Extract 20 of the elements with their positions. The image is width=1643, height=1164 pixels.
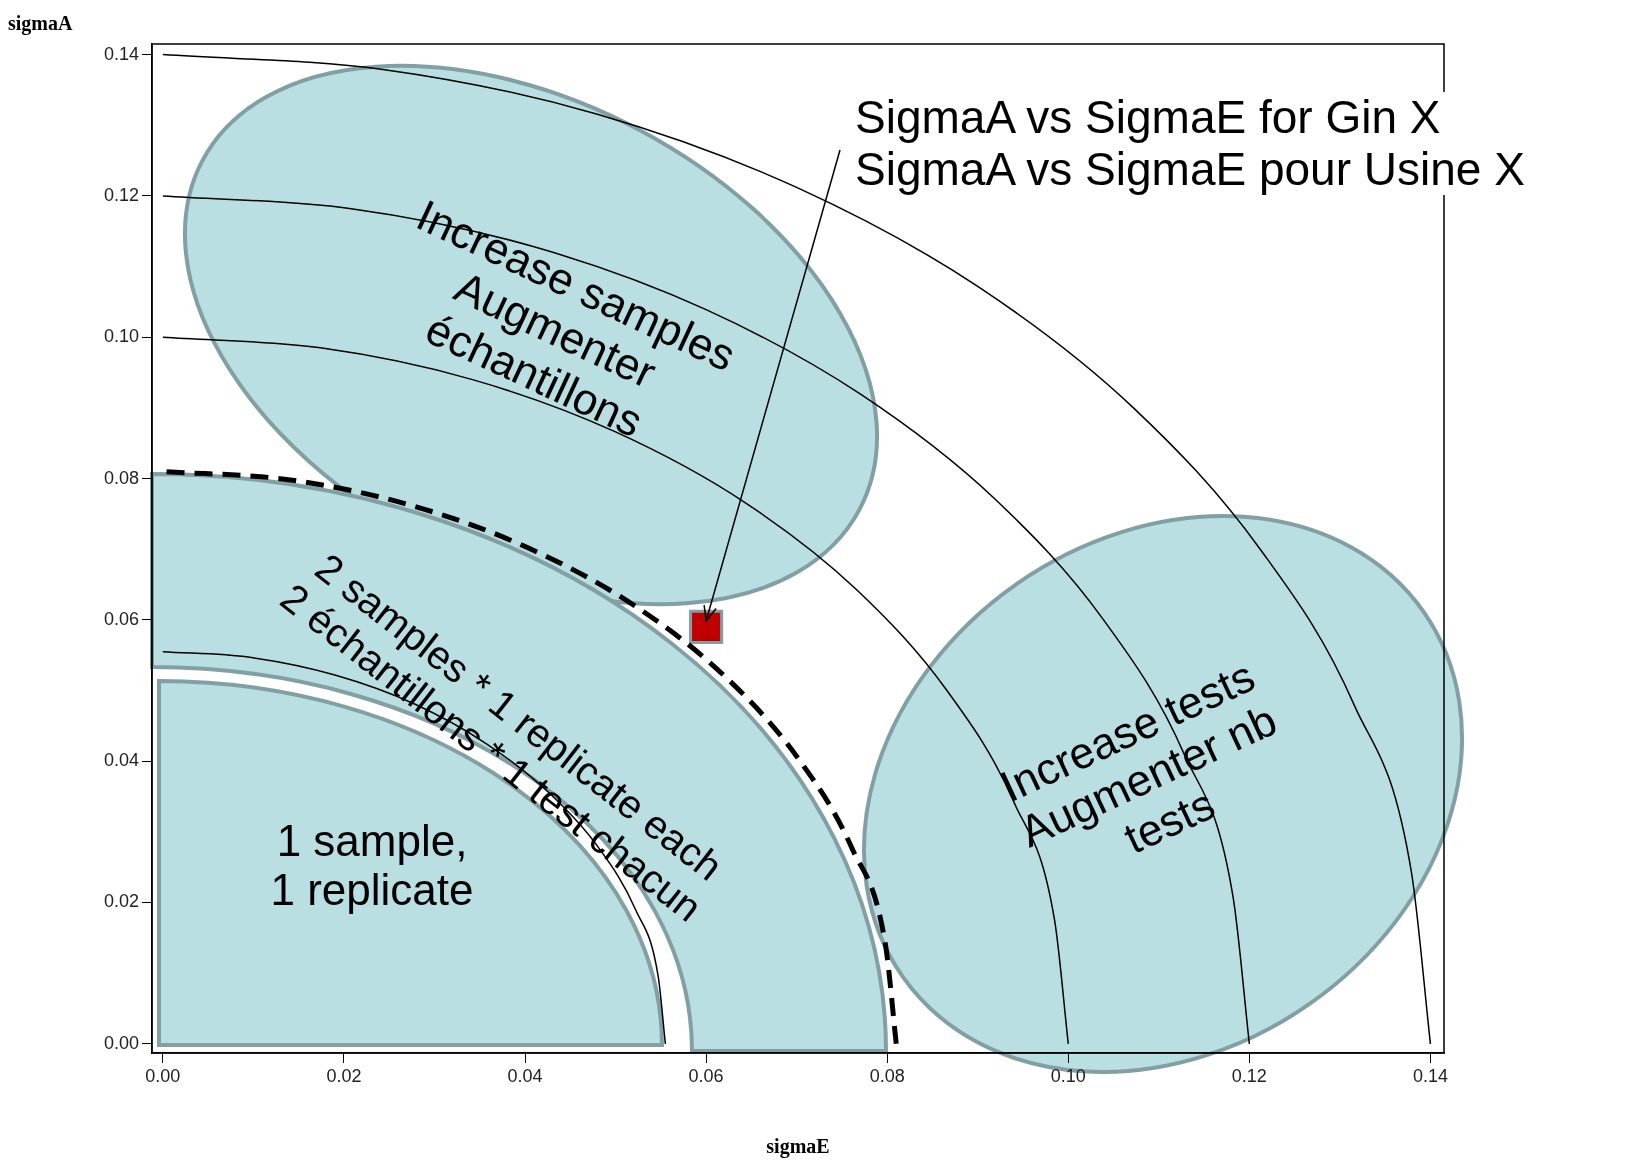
x-tick-label: 0.08 [869,1065,905,1086]
y-tick-label: 0.08 [103,467,139,488]
annotation: SigmaA vs SigmaE for Gin X SigmaA vs SigmaE pour Usine X [855,91,1525,196]
y-tick-label: 0.10 [103,326,139,347]
y-tick-label: 0.02 [103,891,139,912]
x-tick-label: 0.12 [1231,1065,1267,1086]
y-tick-label: 0.00 [103,1032,139,1053]
x-tick-label: 0.04 [507,1065,543,1086]
x-tick-label: 0.14 [1412,1065,1448,1086]
y-tick-label: 0.14 [103,43,139,64]
x-tick-label: 0.00 [145,1065,181,1086]
x-axis-title: sigmaE [766,1135,830,1159]
x-tick-label: 0.02 [326,1065,362,1086]
annotation: 1 sample, 1 replicate [270,815,474,915]
y-tick-label: 0.12 [103,184,139,205]
x-tick-label: 0.06 [688,1065,724,1086]
y-tick-label: 0.04 [103,750,139,771]
y-axis-title: sigmaA [8,12,73,35]
x-tick-label: 0.10 [1050,1065,1086,1086]
y-tick-label: 0.06 [103,608,139,629]
